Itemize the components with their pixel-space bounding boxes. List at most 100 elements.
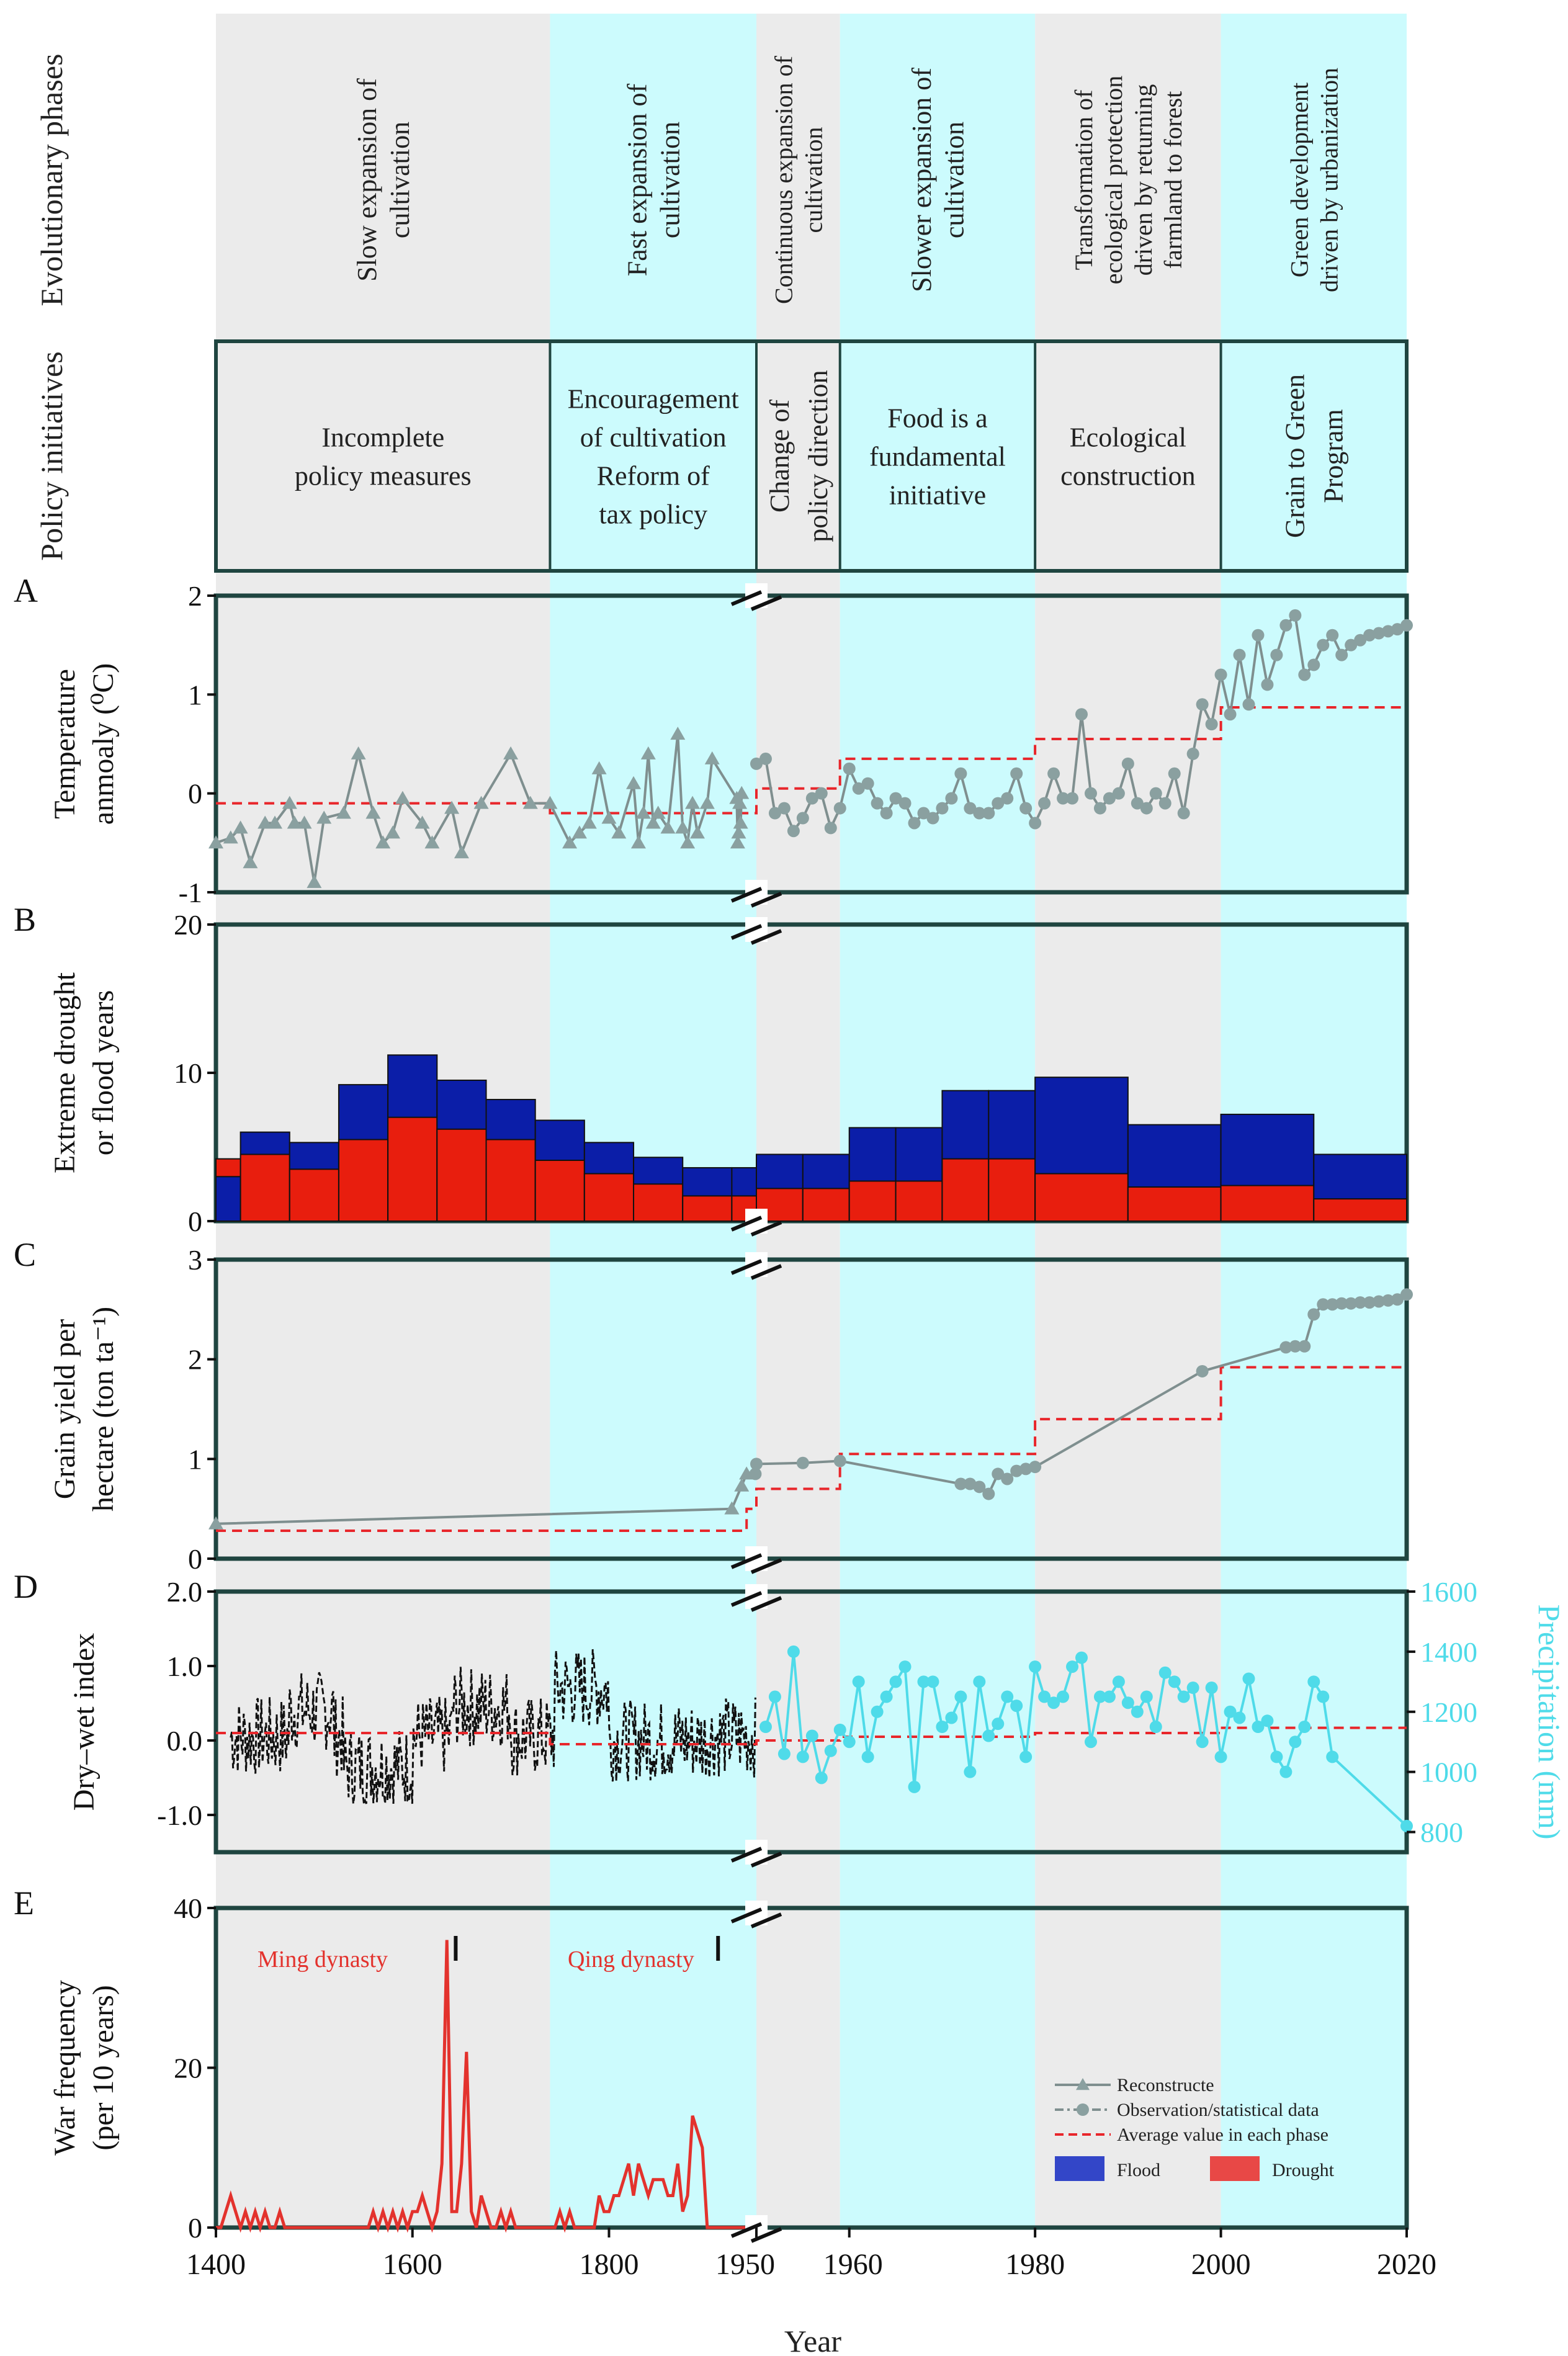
y2-tick-label: 1200 [1420, 1696, 1477, 1728]
observation-point [1363, 1296, 1376, 1309]
observation-point [805, 792, 818, 805]
precipitation-point [1400, 1819, 1413, 1832]
axis-break-mark [750, 1596, 782, 1612]
observation-point [1354, 634, 1367, 647]
policy-labels: Incomplete policy measures Incomplete poli… [295, 370, 1349, 542]
observation-point [1103, 792, 1116, 805]
x-axis-label: Year [784, 2324, 841, 2356]
reconstructe-point [395, 791, 410, 804]
panel-D: D -1.0 0.0 1.0 2.0 Dry–wet indexDry–wet index… [14, 1568, 1567, 1868]
precipitation-point [982, 1729, 995, 1742]
policy-label-3: Change of policy directionChange of polic… [764, 370, 833, 542]
y-axis-label-line: (per 10 years) [87, 1985, 120, 2151]
observation-point [1140, 802, 1153, 815]
legend-reconstructe-label: Reconstructe [1117, 2075, 1214, 2095]
axis-break-mark [730, 887, 763, 903]
precipitation-point [1196, 1736, 1209, 1749]
war-line [216, 1940, 756, 2233]
observation-point [898, 797, 912, 810]
y-axis-label-line: War frequency [48, 1980, 81, 2156]
observation-point [954, 767, 967, 780]
precipitation-point [1084, 1736, 1097, 1749]
observation-point [954, 1477, 967, 1490]
y-tick-label: 3 [188, 1244, 202, 1276]
observation-point [1335, 1297, 1348, 1310]
y2-axis-label: Precipitation (mm) [1532, 1604, 1567, 1839]
drought-bar [682, 1195, 733, 1222]
drought-bar [941, 1158, 990, 1222]
observation-point [871, 797, 884, 810]
policy-label-line: Incomplete [321, 422, 444, 452]
policy-label-bound: Incomplete policy measures [380, 455, 387, 457]
observation-point [1400, 1288, 1413, 1301]
bar-group [338, 1084, 389, 1222]
reconstructe-point [731, 825, 746, 839]
observation-point [1038, 797, 1051, 810]
observation-point [1214, 668, 1227, 681]
y2-tick-label: 1600 [1420, 1576, 1477, 1608]
axis-break-mark [730, 1259, 763, 1275]
drought-bar [289, 1168, 339, 1222]
phase-label-line: driven by returning [1129, 84, 1157, 276]
phase-label-line: Slow expansion of [352, 78, 382, 282]
axis-break-mark [730, 1591, 763, 1607]
legend-drought-swatch [1210, 2156, 1260, 2181]
precipitation-point [1270, 1750, 1283, 1763]
observation-point [1019, 802, 1033, 815]
reconstructe-point [223, 830, 238, 844]
y-tick-label: 2 [188, 580, 202, 612]
reconstructe-point [297, 815, 312, 829]
y-tick-label: 0 [188, 778, 202, 810]
observation-point [1010, 767, 1023, 780]
policy-label-line: Change of [764, 400, 795, 513]
precipitation-point [1140, 1690, 1153, 1703]
panel-C: C 0 1 2 3 Grain yield per hectare (ton ta⁻¹)G… [14, 1236, 1413, 1575]
observation-point [1075, 708, 1088, 721]
observation-point [750, 757, 763, 770]
observation-point [1029, 1461, 1042, 1474]
phase-label-line: Slower expansion of [907, 68, 937, 292]
y-axis-label: Extreme drought or flood yearsExtreme dr… [48, 972, 120, 1173]
phase-label-line: Continuous expansion of [769, 55, 797, 304]
policy-label-line: fundamental [869, 441, 1006, 472]
reconstructe-point [660, 820, 676, 834]
y-tick-label: 20 [174, 2053, 202, 2084]
policy-label-line: initiative [889, 480, 986, 510]
observation-point [1084, 787, 1097, 800]
precipitation-point [1326, 1750, 1339, 1763]
observation-point [1177, 807, 1190, 820]
y-tick-label: 2.0 [167, 1576, 203, 1608]
x-tick-label: 1800 [579, 2248, 638, 2281]
phase-label-line: Green development [1285, 83, 1313, 277]
observation-point [908, 817, 921, 830]
precipitation-point [1177, 1690, 1190, 1703]
phase-label-line: ecological protection [1100, 76, 1127, 285]
bar-group [848, 1127, 897, 1222]
observation-point [1261, 678, 1274, 691]
precipitation-point [1158, 1666, 1172, 1679]
precipitation-point [833, 1723, 846, 1736]
phase-labels: Slow expansion of cultivationSlow expans… [352, 55, 1343, 304]
observation-point [1289, 609, 1302, 622]
axis-break-mark [730, 2222, 763, 2238]
y-tick-label: 40 [174, 1892, 202, 1924]
bar-group [240, 1131, 290, 1222]
y-axis-label-bound: War frequency (per 10 years) [83, 2064, 84, 2071]
observation-point [964, 802, 977, 815]
precipitation-point [1168, 1675, 1181, 1688]
precipitation-point [1298, 1720, 1311, 1733]
observation-point [1252, 629, 1265, 642]
axis-break-mark [750, 1852, 782, 1868]
phase-label-bound: Green development driven by urbanization [1313, 174, 1314, 186]
y-axis-label-bound: Extreme drought or flood years [83, 1068, 84, 1077]
x-axis: 1400 1600 1800 1950 1960 1980 2000 2020 [186, 2228, 1436, 2281]
bar-group [1220, 1113, 1315, 1222]
observation-point [1373, 1295, 1386, 1308]
precipitation-point [936, 1720, 949, 1733]
observation-point [1029, 817, 1042, 830]
axis-break-mark [730, 1847, 763, 1863]
reconstructe-point [733, 815, 748, 829]
axis-break-mark [750, 929, 782, 945]
precipitation-point [898, 1660, 912, 1673]
reconstructe-point [444, 800, 460, 814]
